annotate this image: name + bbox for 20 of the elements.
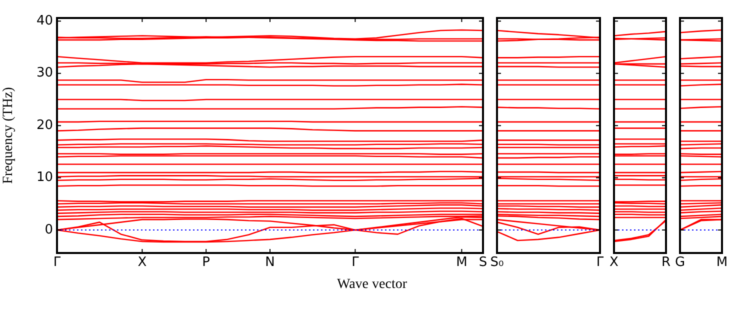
- x-tick-label: R: [661, 255, 671, 270]
- y-tick-label: 30: [36, 66, 53, 81]
- y-tick-label: 20: [36, 118, 53, 133]
- x-tick-label: Γ: [352, 255, 360, 270]
- x-tick-label: Γ: [53, 255, 62, 270]
- x-tick-label: X: [610, 255, 619, 270]
- x-tick-label: N: [265, 255, 275, 270]
- y-tick-label: 0: [44, 222, 53, 238]
- x-tick-label: M: [716, 255, 728, 270]
- x-tick-label: P: [202, 255, 210, 270]
- x-tick-label: G: [674, 255, 686, 270]
- x-tick-label: X: [138, 255, 147, 270]
- y-axis-title: Frequency (THz): [1, 86, 16, 184]
- x-axis-title: Wave vector: [336, 277, 408, 293]
- y-tick-label: 40: [36, 14, 53, 29]
- x-tick-label: S: [478, 255, 488, 270]
- x-tick-label: M: [456, 255, 468, 270]
- x-tick-label: Γ: [596, 255, 604, 270]
- x-tick-label: S₀: [490, 255, 504, 270]
- y-tick-label: 10: [36, 170, 53, 186]
